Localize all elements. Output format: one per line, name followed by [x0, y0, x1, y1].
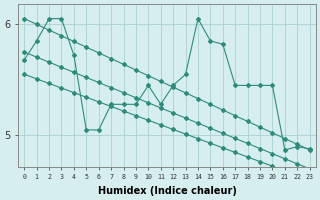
X-axis label: Humidex (Indice chaleur): Humidex (Indice chaleur) [98, 186, 236, 196]
